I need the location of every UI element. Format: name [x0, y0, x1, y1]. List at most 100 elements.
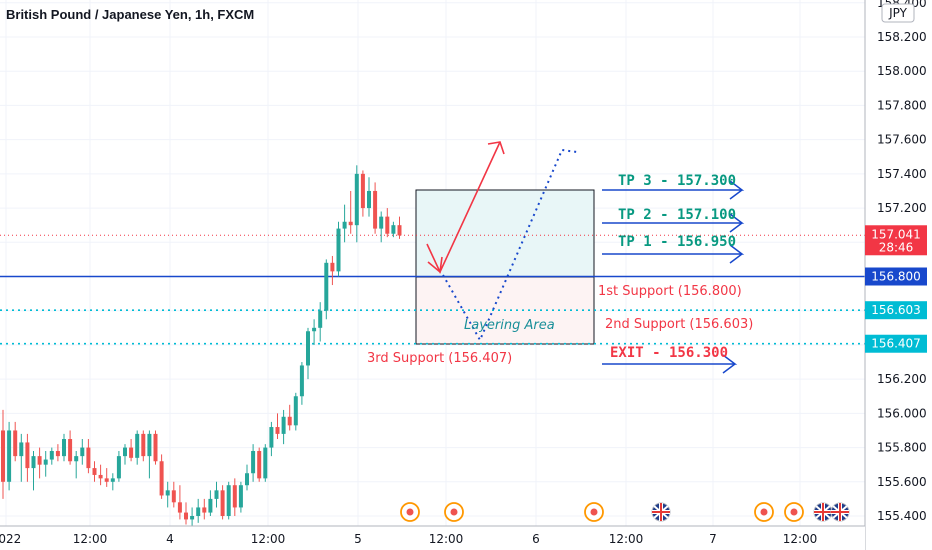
candle[interactable] [177, 485, 182, 520]
candle-body [360, 173, 365, 209]
candle[interactable] [49, 447, 54, 465]
candle[interactable] [214, 481, 219, 508]
candle[interactable] [306, 327, 310, 380]
candle[interactable] [287, 404, 292, 431]
candle[interactable] [257, 447, 262, 482]
candle[interactable] [147, 430, 152, 479]
candle-body [336, 228, 341, 272]
candle[interactable] [281, 409, 286, 445]
candle[interactable] [299, 362, 304, 405]
candle[interactable] [135, 430, 140, 465]
candle[interactable] [263, 444, 268, 482]
currency-badge[interactable] [881, 3, 915, 23]
candle[interactable] [391, 221, 396, 238]
candle[interactable] [385, 208, 390, 238]
candle[interactable] [269, 421, 274, 457]
candle[interactable] [190, 507, 195, 528]
candle-body [281, 416, 286, 434]
candle[interactable] [74, 450, 79, 479]
uk-flag-icon[interactable] [813, 502, 833, 522]
candle[interactable] [37, 447, 42, 479]
candle[interactable] [342, 204, 347, 243]
candle[interactable] [153, 430, 158, 465]
candle[interactable] [86, 439, 91, 474]
exit-arrow[interactable] [602, 354, 738, 374]
tp2-arrow[interactable] [602, 213, 745, 233]
candle-body [49, 450, 54, 460]
candle[interactable] [336, 221, 341, 277]
candle[interactable] [373, 182, 378, 234]
x-tick-label: 7 [709, 532, 717, 546]
candle[interactable] [293, 392, 298, 431]
candle[interactable] [62, 433, 66, 462]
candle[interactable] [354, 165, 359, 243]
uk-flag-icon[interactable] [830, 502, 850, 522]
candle-body [373, 190, 378, 229]
candle[interactable] [1, 409, 5, 499]
candle-body [318, 310, 323, 328]
candle[interactable] [25, 433, 30, 482]
candle-body [184, 512, 188, 520]
candle[interactable] [129, 439, 134, 462]
take-profit-zone[interactable] [415, 189, 595, 278]
candle[interactable] [397, 216, 402, 239]
candle[interactable] [165, 481, 170, 508]
candle-body [13, 430, 18, 457]
candle[interactable] [202, 498, 207, 520]
candle[interactable] [232, 478, 237, 516]
candle-body [74, 456, 79, 462]
tp1-arrow[interactable] [602, 244, 745, 264]
candle[interactable] [13, 421, 18, 462]
candle[interactable] [360, 170, 365, 217]
event-dot-icon[interactable] [444, 502, 464, 522]
candle-body [220, 490, 225, 516]
candle[interactable] [220, 485, 225, 520]
candle-body [177, 502, 182, 513]
candle[interactable] [318, 302, 323, 342]
event-dot-icon[interactable] [754, 502, 774, 522]
candle[interactable] [226, 481, 231, 520]
candle[interactable] [367, 177, 371, 217]
candle[interactable] [184, 502, 188, 525]
candle[interactable] [330, 255, 335, 286]
blue-dotted-path[interactable] [442, 148, 578, 343]
candle[interactable] [312, 319, 317, 345]
candle[interactable] [68, 430, 73, 465]
tp3-arrow[interactable] [602, 180, 745, 200]
event-dot-icon[interactable] [784, 502, 804, 522]
candle-body [287, 416, 292, 426]
event-dot-icon[interactable] [584, 502, 604, 522]
candle[interactable] [238, 481, 243, 513]
candle[interactable] [98, 464, 103, 486]
exit-label: EXIT - 156.300 [610, 345, 728, 361]
candle[interactable] [92, 461, 97, 482]
y-tick-label: 157.200 [877, 201, 927, 215]
uk-flag-icon[interactable] [651, 502, 671, 522]
candle[interactable] [80, 439, 85, 465]
candle[interactable] [7, 421, 12, 491]
candle[interactable] [159, 454, 164, 499]
candle[interactable] [379, 211, 384, 243]
candle[interactable] [196, 498, 201, 523]
candle[interactable] [208, 490, 213, 516]
candle[interactable] [245, 464, 249, 491]
candle[interactable] [55, 444, 60, 462]
candle[interactable] [324, 259, 329, 320]
candle-body [31, 456, 36, 469]
candle[interactable] [275, 413, 280, 440]
event-dot-icon[interactable] [400, 502, 420, 522]
tp1-label: TP 1 - 156.950 [618, 234, 736, 250]
candle[interactable] [116, 450, 121, 482]
candle[interactable] [123, 444, 127, 465]
candle[interactable] [104, 468, 109, 487]
candle[interactable] [171, 481, 176, 508]
candle[interactable] [19, 433, 24, 482]
candle[interactable] [251, 444, 256, 482]
candle[interactable] [141, 430, 146, 462]
candle[interactable] [43, 450, 48, 477]
chart-grid [0, 0, 865, 526]
candle[interactable] [110, 473, 115, 491]
candle[interactable] [31, 450, 36, 491]
candle[interactable] [348, 190, 353, 234]
